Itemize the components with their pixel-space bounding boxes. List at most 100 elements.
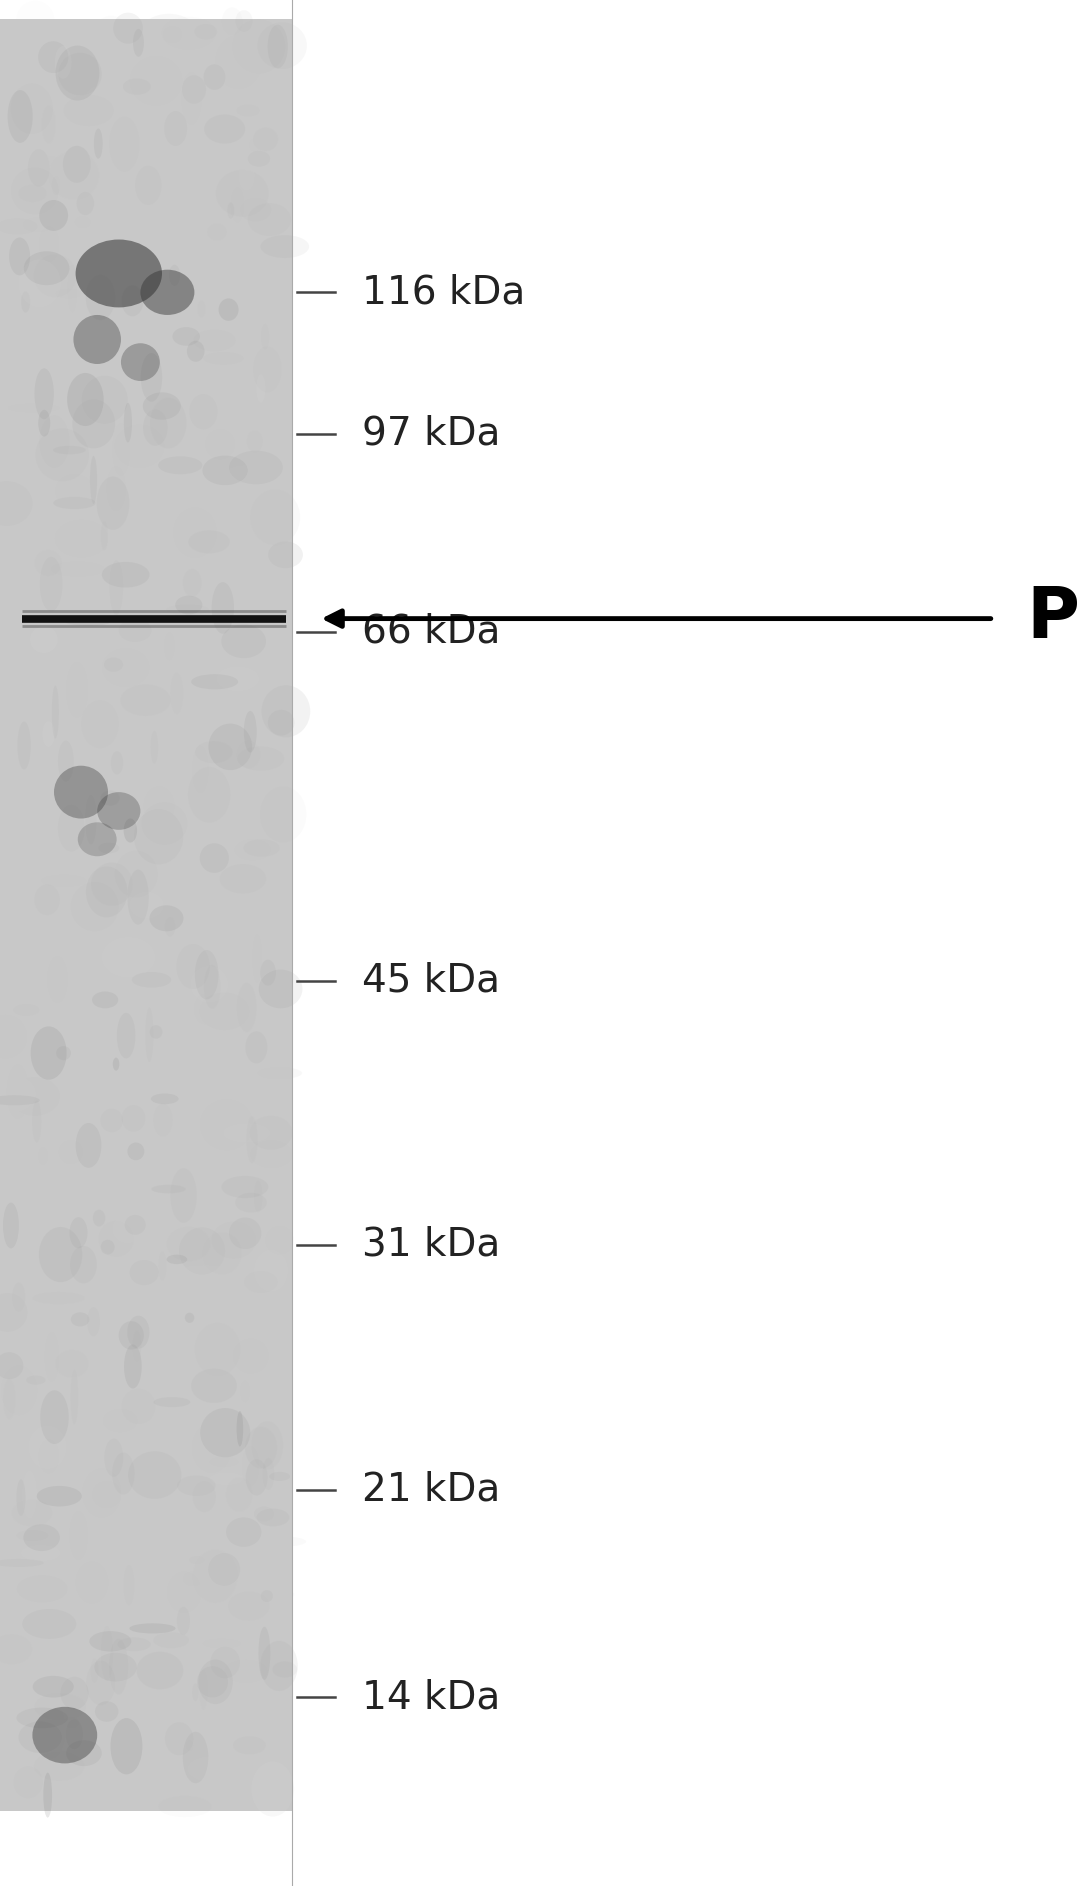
Ellipse shape xyxy=(96,477,130,530)
Ellipse shape xyxy=(100,521,108,551)
Ellipse shape xyxy=(32,1101,41,1143)
Ellipse shape xyxy=(188,530,230,553)
Ellipse shape xyxy=(166,1254,187,1264)
Ellipse shape xyxy=(218,298,239,321)
Ellipse shape xyxy=(55,45,99,100)
Text: 66 kDa: 66 kDa xyxy=(362,613,500,651)
Ellipse shape xyxy=(30,626,58,653)
Ellipse shape xyxy=(153,1103,173,1137)
Ellipse shape xyxy=(194,951,218,1000)
Ellipse shape xyxy=(191,673,238,690)
Ellipse shape xyxy=(238,747,284,771)
Ellipse shape xyxy=(90,1631,132,1652)
Ellipse shape xyxy=(69,1511,87,1560)
Ellipse shape xyxy=(56,1047,71,1060)
Ellipse shape xyxy=(43,1773,52,1818)
Ellipse shape xyxy=(109,1639,129,1696)
Ellipse shape xyxy=(112,1215,144,1243)
Ellipse shape xyxy=(66,662,87,717)
Ellipse shape xyxy=(245,1588,295,1601)
Ellipse shape xyxy=(165,926,184,954)
Ellipse shape xyxy=(226,1477,253,1513)
Text: 116 kDa: 116 kDa xyxy=(362,273,525,311)
Ellipse shape xyxy=(64,94,113,126)
Ellipse shape xyxy=(166,1226,211,1262)
Ellipse shape xyxy=(188,768,230,822)
Ellipse shape xyxy=(245,1032,268,1064)
Ellipse shape xyxy=(60,1677,89,1709)
Ellipse shape xyxy=(256,373,266,404)
Ellipse shape xyxy=(12,1282,25,1311)
Ellipse shape xyxy=(37,157,59,166)
Ellipse shape xyxy=(135,1520,158,1556)
Ellipse shape xyxy=(40,556,63,611)
Ellipse shape xyxy=(175,596,202,615)
Ellipse shape xyxy=(208,1552,240,1586)
Ellipse shape xyxy=(120,685,171,717)
Ellipse shape xyxy=(174,507,217,558)
Ellipse shape xyxy=(212,583,234,634)
Ellipse shape xyxy=(38,1701,65,1758)
Ellipse shape xyxy=(98,843,119,852)
Ellipse shape xyxy=(71,1313,90,1326)
Ellipse shape xyxy=(32,1677,73,1697)
Ellipse shape xyxy=(23,1609,77,1639)
Ellipse shape xyxy=(187,341,204,362)
Ellipse shape xyxy=(6,1356,21,1401)
Ellipse shape xyxy=(189,1556,205,1563)
Ellipse shape xyxy=(104,658,123,671)
Ellipse shape xyxy=(72,400,116,449)
Ellipse shape xyxy=(46,428,97,458)
Ellipse shape xyxy=(135,1601,153,1624)
Ellipse shape xyxy=(203,1639,241,1648)
Ellipse shape xyxy=(33,255,77,298)
Ellipse shape xyxy=(18,1722,62,1752)
Ellipse shape xyxy=(53,496,96,509)
Ellipse shape xyxy=(66,1720,83,1748)
Text: POT1: POT1 xyxy=(1026,585,1080,653)
Ellipse shape xyxy=(211,1646,240,1679)
Ellipse shape xyxy=(179,1266,228,1275)
Ellipse shape xyxy=(203,64,226,91)
Ellipse shape xyxy=(52,175,60,194)
Ellipse shape xyxy=(85,796,96,845)
Ellipse shape xyxy=(173,326,200,345)
Text: 45 kDa: 45 kDa xyxy=(362,962,500,1000)
Ellipse shape xyxy=(49,151,99,200)
Ellipse shape xyxy=(149,905,184,932)
Ellipse shape xyxy=(94,1652,137,1682)
Ellipse shape xyxy=(117,1013,135,1058)
Ellipse shape xyxy=(259,969,302,1009)
Ellipse shape xyxy=(0,1096,40,1105)
Ellipse shape xyxy=(168,264,180,287)
Ellipse shape xyxy=(35,1694,86,1720)
Ellipse shape xyxy=(58,805,84,851)
Ellipse shape xyxy=(179,1228,225,1275)
Ellipse shape xyxy=(84,87,105,119)
Ellipse shape xyxy=(240,198,271,221)
Ellipse shape xyxy=(246,430,262,453)
Ellipse shape xyxy=(6,1064,29,1118)
Ellipse shape xyxy=(22,290,30,313)
Ellipse shape xyxy=(28,1426,67,1469)
Ellipse shape xyxy=(171,1167,197,1222)
Ellipse shape xyxy=(127,1316,149,1348)
Ellipse shape xyxy=(150,1026,162,1039)
Ellipse shape xyxy=(100,1239,114,1254)
Ellipse shape xyxy=(39,1228,82,1282)
Ellipse shape xyxy=(0,1352,24,1379)
Ellipse shape xyxy=(150,398,187,449)
Ellipse shape xyxy=(153,1631,189,1648)
Ellipse shape xyxy=(221,624,266,658)
Ellipse shape xyxy=(0,481,32,526)
Text: 21 kDa: 21 kDa xyxy=(362,1471,500,1509)
Ellipse shape xyxy=(111,751,123,775)
Ellipse shape xyxy=(183,75,206,104)
Ellipse shape xyxy=(0,587,32,596)
Ellipse shape xyxy=(53,1167,64,1220)
Ellipse shape xyxy=(76,1122,102,1167)
Ellipse shape xyxy=(37,1486,82,1507)
Ellipse shape xyxy=(235,1192,267,1213)
Ellipse shape xyxy=(204,115,245,143)
Ellipse shape xyxy=(235,9,253,32)
